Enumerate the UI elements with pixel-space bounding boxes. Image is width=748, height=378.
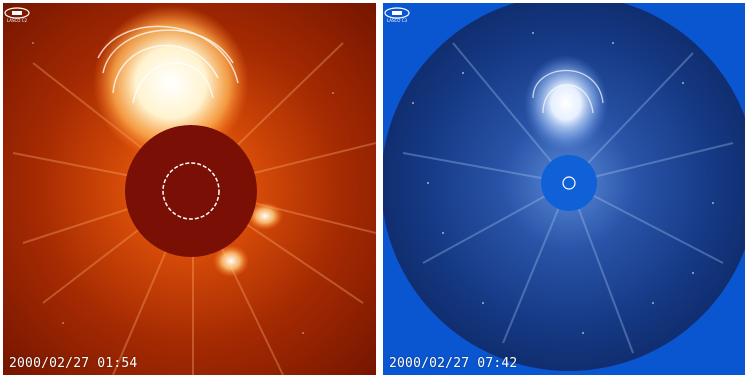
streamer-bright-east: [247, 202, 283, 230]
timestamp-label: 2000/02/27 01:54: [9, 356, 138, 371]
lasco-c2-panel: 2000/02/27 01:54 LASCO C2: [3, 3, 376, 375]
sun-outline-circle: [562, 176, 576, 190]
svg-text:LASCO C3: LASCO C3: [387, 18, 408, 23]
c3-coronagraph-image: [383, 3, 745, 375]
cme-bright-region: [93, 5, 249, 161]
c2-coronagraph-image: [3, 3, 376, 375]
lasco-c3-panel: 2000/02/27 07:42 LASCO C3: [383, 3, 745, 375]
occulter-disk: [541, 155, 597, 211]
lasco-logo-icon: LASCO C3: [384, 7, 410, 23]
lasco-logo-icon: LASCO C2: [4, 7, 30, 23]
svg-text:LASCO C2: LASCO C2: [7, 18, 28, 23]
streamer-bright-south: [213, 245, 249, 277]
occulter-disk: [125, 125, 257, 257]
sun-outline-circle: [162, 162, 220, 220]
timestamp-label: 2000/02/27 07:42: [389, 356, 518, 371]
cme-bright-region: [524, 55, 608, 151]
